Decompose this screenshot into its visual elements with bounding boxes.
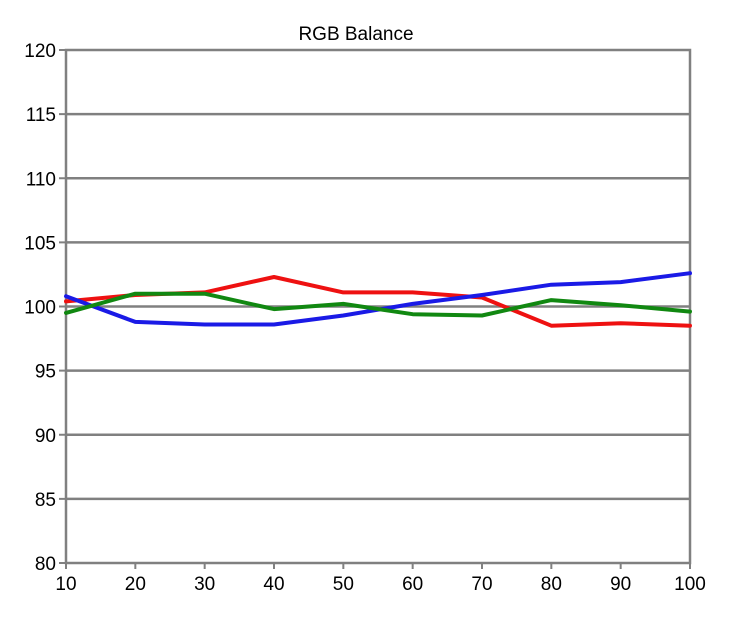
x-tick-label: 50 (333, 574, 354, 595)
chart-title: RGB Balance (298, 24, 413, 45)
y-tick-label: 90 (35, 426, 56, 447)
y-tick-label: 110 (26, 169, 56, 190)
x-tick-label: 20 (125, 574, 146, 595)
y-tick-label: 120 (24, 41, 56, 62)
series-line-blue (64, 271, 692, 327)
x-tick-label: 90 (610, 574, 631, 595)
x-tick-label: 70 (471, 574, 492, 595)
y-tick-label: 100 (24, 298, 56, 319)
grid-layer (66, 112, 690, 501)
x-tick-label: 80 (541, 574, 562, 595)
y-tick-label: 80 (35, 554, 56, 575)
x-tick-label: 10 (55, 574, 76, 595)
axes-layer: 80 85 90 95 100 105 110 115 120 10 20 30 40 50 60 70 80 9… (24, 41, 706, 595)
y-tick-label: 85 (35, 490, 56, 511)
y-tick-label: 115 (26, 105, 56, 126)
y-tick-label: 95 (35, 362, 56, 383)
x-tick-label: 30 (194, 574, 215, 595)
x-tick-label: 100 (674, 574, 706, 595)
series-line-green (64, 291, 692, 318)
series-layer (64, 271, 692, 328)
x-tick-label: 60 (402, 574, 423, 595)
y-tick-label: 105 (24, 233, 56, 254)
x-tick-label: 40 (263, 574, 284, 595)
